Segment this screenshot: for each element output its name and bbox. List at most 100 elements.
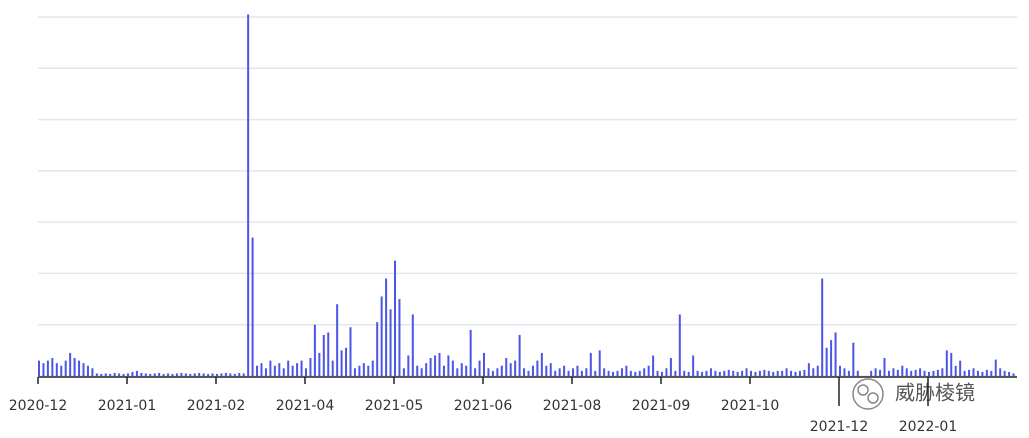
bar xyxy=(656,370,659,376)
bar xyxy=(282,368,285,376)
bar xyxy=(309,358,312,376)
bar xyxy=(523,368,526,376)
bar xyxy=(887,370,890,376)
bar xyxy=(856,370,859,376)
watermark: 威胁棱镜 xyxy=(852,378,975,410)
bar xyxy=(474,368,477,376)
bar xyxy=(683,370,686,376)
bar xyxy=(78,360,81,376)
bar xyxy=(100,373,103,376)
bar xyxy=(972,368,975,376)
bar xyxy=(202,373,205,376)
bar xyxy=(589,352,592,376)
bar xyxy=(665,368,668,376)
bar xyxy=(60,365,63,376)
bar xyxy=(661,371,663,376)
bar xyxy=(327,332,330,376)
bar xyxy=(598,350,601,376)
bar xyxy=(741,370,744,376)
bar xyxy=(803,369,806,376)
bar xyxy=(932,370,935,376)
bar xyxy=(491,370,494,376)
bar xyxy=(870,370,873,376)
bar xyxy=(153,373,156,376)
bar xyxy=(612,371,615,376)
bar xyxy=(82,363,85,376)
bar xyxy=(233,373,236,376)
bar xyxy=(843,368,846,376)
bar xyxy=(398,299,401,376)
bar xyxy=(723,370,726,376)
bar xyxy=(545,365,548,376)
bar xyxy=(607,370,610,376)
bar xyxy=(46,360,49,376)
bar xyxy=(407,355,410,376)
bar xyxy=(950,352,953,376)
bar xyxy=(821,278,824,376)
bar xyxy=(816,365,819,376)
bar xyxy=(256,365,259,376)
bar xyxy=(300,360,303,376)
bar xyxy=(95,373,98,376)
bar xyxy=(629,370,632,376)
bar xyxy=(834,332,837,376)
bar xyxy=(945,350,948,376)
bar xyxy=(852,342,855,376)
bar xyxy=(603,368,606,376)
bar xyxy=(442,365,445,376)
bar xyxy=(416,365,419,376)
bar xyxy=(990,370,993,376)
bar xyxy=(736,371,739,376)
bar xyxy=(1012,373,1015,376)
bar xyxy=(260,363,263,376)
bar xyxy=(371,360,374,376)
bar xyxy=(959,360,962,376)
bar xyxy=(763,369,766,376)
bar xyxy=(647,365,650,376)
bar xyxy=(135,370,138,376)
bar xyxy=(1003,370,1006,376)
bar xyxy=(687,371,690,376)
bar xyxy=(273,365,276,376)
bar xyxy=(247,14,250,377)
bar xyxy=(180,372,183,376)
bar xyxy=(402,368,405,376)
bar xyxy=(674,370,677,376)
bar xyxy=(905,368,908,376)
bar xyxy=(790,370,793,376)
bar xyxy=(118,373,121,376)
bar xyxy=(278,363,281,376)
bar xyxy=(696,370,699,376)
bar xyxy=(1008,371,1011,376)
bar xyxy=(336,304,339,376)
bar xyxy=(750,370,752,376)
bar xyxy=(184,373,187,376)
x-tick-label: 2021-01 xyxy=(98,398,157,414)
bar xyxy=(420,368,423,376)
bar xyxy=(447,355,450,376)
bar xyxy=(353,368,356,376)
bar xyxy=(162,373,165,376)
bar xyxy=(874,368,877,376)
bar xyxy=(229,373,232,376)
bar xyxy=(269,360,272,376)
bar xyxy=(625,365,628,376)
bar xyxy=(549,363,552,376)
bar xyxy=(167,373,170,376)
bar xyxy=(745,368,748,376)
bar xyxy=(158,372,161,376)
bar xyxy=(207,373,210,376)
bar xyxy=(643,368,646,376)
bar xyxy=(55,363,58,376)
bar xyxy=(193,373,196,376)
x-tick-label: 2021-12 xyxy=(810,419,869,435)
bar xyxy=(127,373,129,376)
bar xyxy=(705,370,708,376)
bar xyxy=(714,370,717,376)
bar xyxy=(38,360,40,376)
bar xyxy=(732,370,735,376)
bar xyxy=(910,370,913,376)
bar xyxy=(928,371,930,376)
